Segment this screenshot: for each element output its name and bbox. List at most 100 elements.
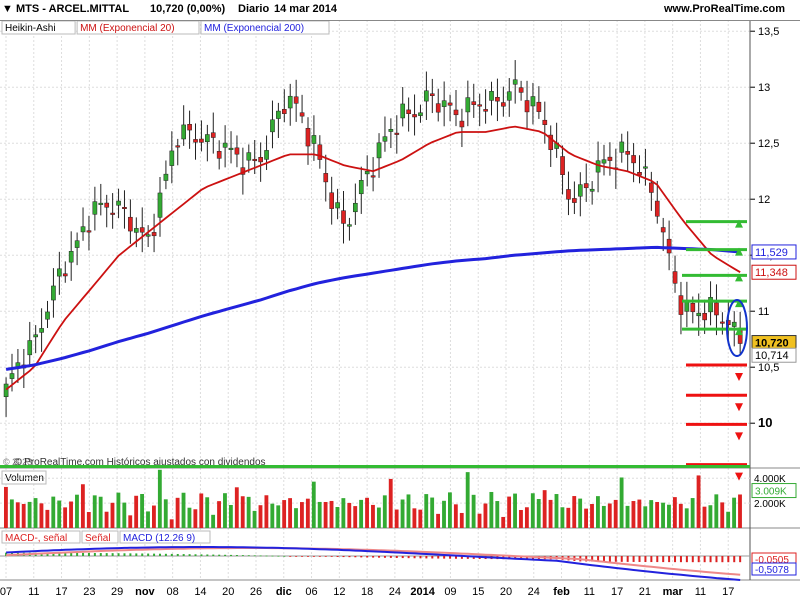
macd-hist-bar (703, 556, 706, 563)
candle-body (264, 150, 269, 160)
candle-body (193, 139, 198, 143)
volume-bar (288, 498, 293, 528)
site-label[interactable]: www.ProRealTime.com (664, 3, 786, 15)
arrow-up-icon (735, 273, 743, 282)
symbol-name[interactable]: MTS - ARCEL.MITTAL (16, 3, 130, 15)
x-tick-label: 11 (695, 586, 706, 598)
candle-body (341, 210, 346, 224)
candles-group (3, 60, 743, 417)
volume-bar (258, 505, 263, 528)
macd-line (6, 546, 741, 581)
macd-tag-label: -0,5078 (755, 565, 789, 576)
volume-bar (690, 498, 695, 528)
macd-hist-bar (727, 556, 730, 563)
volume-bar (684, 508, 689, 528)
volume-bar (223, 493, 227, 528)
volume-bar (21, 503, 26, 528)
macd-hist-bar (431, 556, 434, 559)
volume-bar (471, 494, 476, 528)
candle-body (394, 132, 400, 135)
volume-bar (507, 496, 512, 528)
macd-hist-bar (354, 556, 357, 558)
macd-hist-bar (348, 556, 351, 558)
volume-bar (110, 502, 115, 528)
volume-bar (353, 506, 358, 528)
candle-body (169, 150, 175, 166)
macd-hist-bar (82, 552, 85, 556)
candle-body (714, 302, 719, 316)
volume-bar (524, 507, 529, 528)
highlight-ellipse (726, 299, 748, 357)
candle-body (62, 273, 68, 277)
candle-body (489, 91, 494, 101)
macd-hist-bar (419, 556, 422, 559)
candle-body (495, 96, 500, 102)
candle-body (370, 175, 376, 178)
candle-body (690, 303, 696, 313)
volume-bar (75, 494, 79, 528)
candle-body (477, 104, 482, 107)
candle-body (276, 110, 281, 119)
macd-title-box (119, 530, 211, 544)
volume-bar (146, 511, 150, 528)
macd-hist-bar (460, 556, 463, 559)
volume-bar (234, 487, 239, 528)
macd-hist-bar (372, 556, 375, 558)
candle-body (128, 216, 133, 232)
macd-hist-bar (76, 552, 79, 556)
macd-hist-bar (520, 556, 523, 560)
date-label: 14 mar 2014 (274, 3, 337, 15)
candle-body (199, 138, 204, 143)
macd-hist-bar (194, 554, 197, 556)
watermark-prefix: © 2023 (3, 457, 32, 467)
candle-body (625, 151, 630, 155)
x-tick-label: dic (276, 586, 292, 598)
x-tick-label: 14 (194, 586, 206, 598)
volume-bar (39, 503, 44, 528)
price-tick-label: 12,5 (758, 138, 779, 150)
volume-bar (33, 498, 38, 528)
candle-body (358, 180, 364, 195)
ema200-line (5, 245, 741, 371)
volume-bar (477, 513, 482, 528)
candle-body (601, 159, 607, 164)
volume-bar (453, 504, 458, 528)
candle-body (666, 238, 672, 254)
volume-bar (163, 499, 168, 528)
candle-body (122, 206, 127, 209)
volume-bar (311, 481, 316, 528)
macd-hist-bar (360, 556, 363, 558)
volume-tag-label: 3.009K (755, 487, 787, 498)
candle-body (453, 109, 459, 116)
macd-hist-bar (679, 556, 682, 563)
volume-bar (228, 504, 233, 528)
volume-bar (187, 507, 192, 528)
macd-hist-bar (135, 553, 138, 556)
macd-tag-box (751, 562, 797, 576)
candle-body (246, 152, 252, 161)
macd-hist-bar (158, 553, 161, 556)
macd-hist-bar (306, 556, 309, 557)
volume-bar (98, 496, 103, 528)
legend-box (76, 20, 200, 35)
macd-hist-bar (638, 556, 641, 562)
macd-hist-bar (342, 556, 345, 558)
macd-hist-bar (247, 555, 250, 557)
candle-body (110, 212, 115, 215)
dropdown-arrow-icon[interactable]: ▼ (2, 3, 13, 15)
candle-body (27, 340, 33, 356)
macd-hist-bar (283, 555, 286, 557)
candle-body (471, 101, 477, 105)
watermark-bar (0, 465, 750, 468)
candle-body (731, 321, 737, 327)
macd-title: MACD-, señal (5, 533, 67, 544)
macd-hist-bar (466, 556, 469, 559)
legend-box (200, 20, 330, 35)
volume-bar (240, 496, 245, 528)
arrow-up-icon (735, 219, 743, 228)
period-label[interactable]: Diario (238, 3, 270, 15)
macd-title: MACD (12.26 9) (123, 533, 195, 544)
candle-body (643, 166, 648, 169)
price-tag-box (751, 347, 797, 363)
arrow-down-icon (735, 403, 743, 412)
